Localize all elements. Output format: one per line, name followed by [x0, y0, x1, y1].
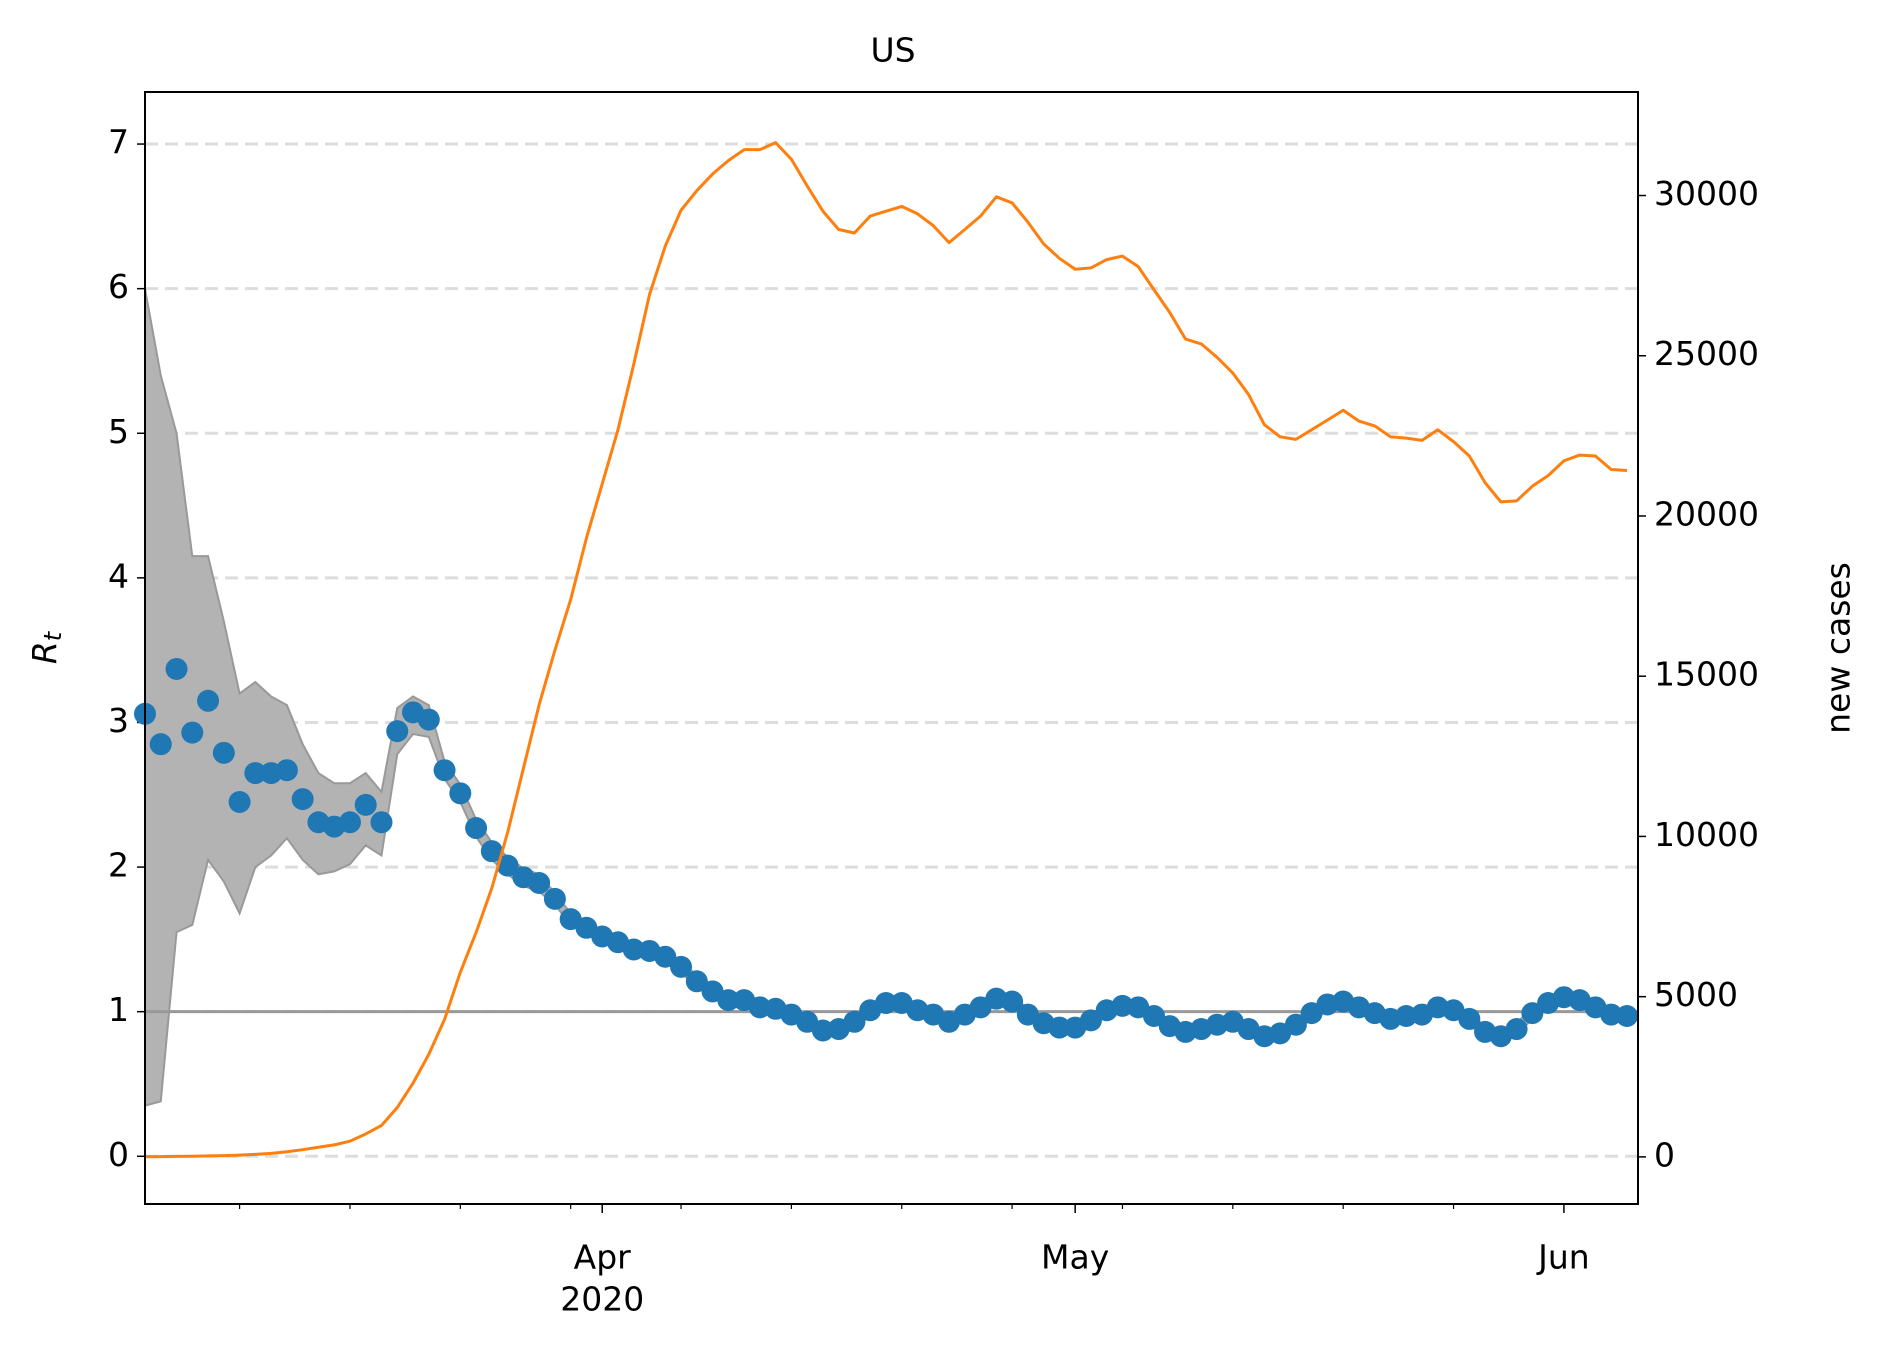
rt-point	[465, 817, 488, 840]
y-tick-label: 5	[108, 412, 129, 451]
rt-point	[1615, 1005, 1638, 1028]
rt-point	[496, 854, 519, 877]
y2-tick-label: 5000	[1654, 975, 1738, 1014]
rt-point	[149, 733, 172, 756]
rt-point	[543, 887, 566, 910]
y-axis-label-sub: t	[39, 630, 67, 641]
rt-point	[748, 996, 771, 1019]
rt-point	[1001, 990, 1024, 1013]
y2-tick-label: 30000	[1654, 174, 1759, 213]
rt-point	[1458, 1007, 1481, 1030]
rt-point	[1395, 1005, 1418, 1028]
y-tick-label: 6	[108, 267, 129, 306]
y-tick-label: 3	[108, 701, 129, 740]
rt-point	[1142, 1005, 1165, 1028]
cases-line	[144, 141, 1628, 1159]
rt-point	[1048, 1016, 1071, 1039]
rt-point	[275, 759, 298, 782]
y-axis-label: Rt	[25, 630, 68, 664]
rt-point	[622, 938, 645, 961]
rt-point	[685, 970, 708, 993]
rt-point	[338, 811, 361, 834]
y-tick-label: 1	[108, 990, 129, 1029]
y2-tick-label: 0	[1654, 1135, 1675, 1174]
rt-point	[1079, 1009, 1102, 1032]
rt-point	[1111, 994, 1134, 1017]
y2-tick-label: 20000	[1654, 494, 1759, 533]
y-tick-label: 4	[108, 556, 129, 595]
x-year-label: 2020	[560, 1280, 644, 1319]
y-tick-label: 7	[108, 123, 129, 162]
rt-point	[449, 782, 472, 805]
rt-point	[717, 989, 740, 1012]
rt-point	[874, 992, 897, 1015]
y-tick-label: 2	[108, 846, 129, 885]
rt-point	[670, 955, 693, 978]
y-axis-label-main: R	[25, 641, 64, 664]
rt-point	[433, 759, 456, 782]
rt-point	[1521, 1002, 1544, 1025]
rt-point	[811, 1019, 834, 1042]
y2-tick-label: 15000	[1654, 655, 1759, 694]
x-tick-label: Apr	[574, 1238, 632, 1277]
rt-point	[1284, 1013, 1307, 1036]
confidence-band	[144, 288, 1628, 1107]
rt-point	[212, 741, 235, 764]
rt-point	[654, 945, 677, 968]
rt-point	[1600, 1003, 1623, 1026]
rt-point	[228, 791, 251, 814]
x-tick-label: May	[1041, 1238, 1109, 1277]
y-tick-label: 0	[108, 1135, 129, 1174]
rt-point	[528, 871, 551, 894]
y2-axis-label: new cases	[1819, 562, 1858, 734]
rt-point	[370, 811, 393, 834]
rt-point	[181, 721, 204, 744]
rt-point	[1505, 1018, 1528, 1041]
y2-tick-label: 25000	[1654, 334, 1759, 373]
plot-frame	[144, 91, 1639, 1205]
x-tick-label: Jun	[1536, 1238, 1590, 1277]
rt-point	[244, 762, 267, 785]
rt-point	[843, 1010, 866, 1033]
rt-point	[197, 689, 220, 712]
rt-point	[354, 793, 377, 816]
rt-point	[386, 720, 409, 743]
rt-point	[291, 788, 314, 811]
y2-tick-label: 10000	[1654, 815, 1759, 854]
rt-point	[480, 840, 503, 863]
rt-point	[165, 657, 188, 680]
rt-point	[417, 708, 440, 731]
chart-title: US	[870, 31, 915, 70]
